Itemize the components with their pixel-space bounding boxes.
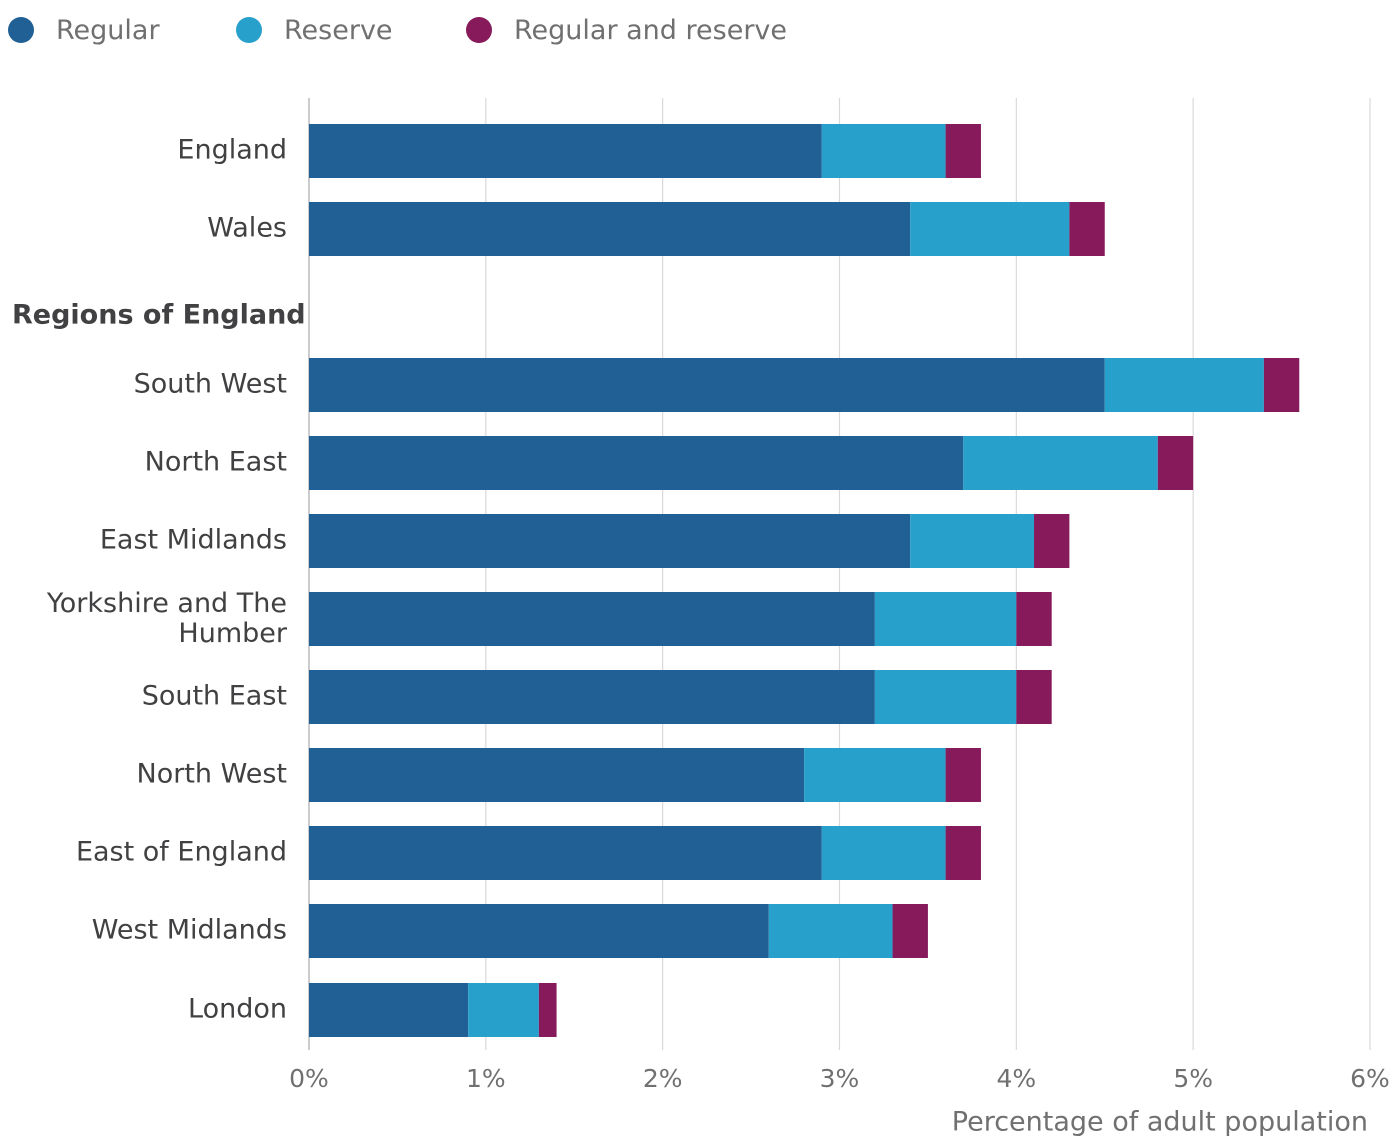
bar-segment [309,514,911,568]
bar-segment [768,904,893,958]
bar-segment [945,826,981,880]
category-label: London [188,994,287,1025]
legend-label: Reserve [284,14,393,46]
x-tick-label: 6% [1350,1064,1390,1093]
x-tick-label: 3% [820,1064,860,1093]
bar-segment [538,983,557,1037]
x-tick-label: 1% [466,1064,506,1093]
category-label: South East [142,681,287,712]
bar-segment [821,826,946,880]
bar-segment [874,592,1017,646]
legend-item: Regular [8,15,236,46]
bar-segment [309,436,964,490]
bar-segment [874,670,1017,724]
category-label: Yorkshire and The Humber [46,588,288,649]
bar-segment [1157,436,1194,490]
bar-segment [1016,592,1052,646]
bar-segment [309,670,875,724]
legend-swatch [466,17,492,43]
category-label: South West [134,369,287,400]
legend-swatch [8,17,34,43]
bar-segment [821,124,946,178]
bar-segment [910,202,1070,256]
bar-segment [309,358,1105,412]
x-tick-label: 5% [1173,1064,1213,1093]
bar-segment [1263,358,1300,412]
bar-segment [309,748,805,802]
x-tick-label: 0% [289,1064,329,1093]
legend-swatch [236,17,262,43]
bar-segment [1104,358,1264,412]
category-label: West Midlands [92,915,287,946]
bar-segment [309,826,822,880]
bar-segment [945,748,981,802]
bar-segment [945,124,981,178]
bar-segment [468,983,539,1037]
bar-segment [309,124,822,178]
bar-segment [804,748,946,802]
x-tick-label: 2% [643,1064,683,1093]
bar-segment [309,904,769,958]
category-label: England [177,135,287,166]
bar-segment [309,202,911,256]
legend-label: Regular [56,14,160,46]
category-label: North East [145,447,287,478]
legend-label: Regular and reserve [514,14,788,46]
category-label: East Midlands [100,525,287,556]
bar-segment [1016,670,1052,724]
bar-segment [1034,514,1070,568]
bar-segment [1069,202,1105,256]
legend-item: Reserve [236,15,466,46]
legend: Regular Reserve Regular and reserve [8,10,787,50]
section-label: Regions of England [12,300,306,331]
bar-segment [309,983,469,1037]
bar-segment [309,592,875,646]
x-tick-label: 4% [996,1064,1036,1093]
legend-item: Regular and reserve [466,15,787,46]
category-label: North West [137,759,287,790]
bar-segment [963,436,1158,490]
category-label: East of England [76,837,287,868]
bar-segment [892,904,928,958]
bar-segment [910,514,1035,568]
category-label: Wales [207,213,287,244]
x-axis-title: Percentage of adult population [952,1107,1368,1138]
